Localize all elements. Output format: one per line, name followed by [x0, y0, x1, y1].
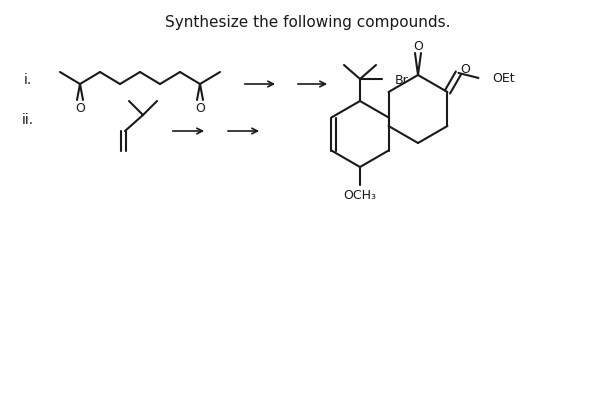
Text: O: O [195, 102, 205, 115]
Text: i.: i. [24, 73, 32, 87]
Text: Synthesize the following compounds.: Synthesize the following compounds. [165, 15, 450, 30]
Text: O: O [75, 102, 85, 115]
Text: O: O [413, 39, 423, 52]
Text: ii.: ii. [22, 113, 34, 127]
Text: OCH₃: OCH₃ [343, 189, 377, 202]
Text: OEt: OEt [493, 72, 515, 85]
Text: Br: Br [395, 73, 409, 86]
Text: O: O [461, 63, 470, 76]
